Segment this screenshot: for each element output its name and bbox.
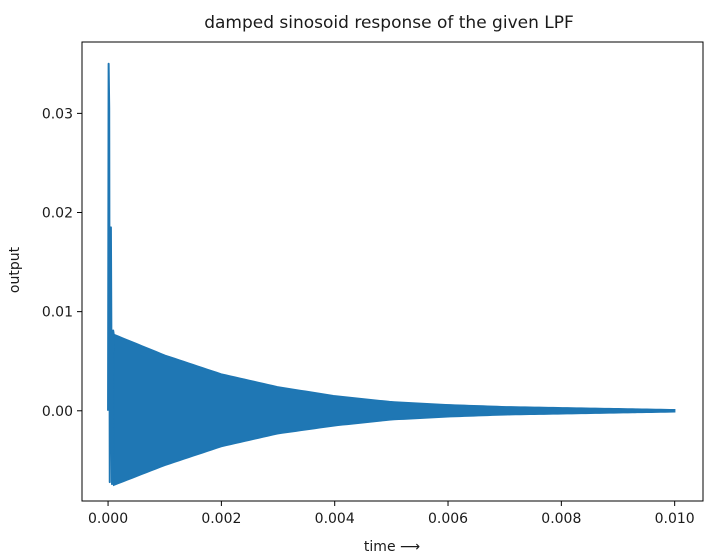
- x-tick-label: 0.008: [541, 511, 581, 527]
- y-tick-label: 0.02: [42, 206, 73, 222]
- plot-area: [107, 62, 676, 487]
- x-tick-label: 0.004: [315, 511, 355, 527]
- axes-frame: [81, 41, 704, 502]
- series-initial-spike: [107, 62, 115, 486]
- x-axis-label: time ⟶: [364, 539, 420, 555]
- axes: 0.000 0.002 0.004 0.006 0.008 0.010 0.00 0.01 0.…: [42, 41, 704, 527]
- x-tick-label: 0.000: [88, 511, 128, 527]
- y-tick-label: 0.01: [42, 305, 73, 321]
- y-tick-label: 0.03: [42, 106, 73, 122]
- x-tick-label: 0.006: [428, 511, 468, 527]
- series-oscillation-band: [112, 333, 676, 487]
- y-axis-label: output: [7, 246, 23, 293]
- y-tick-label: 0.00: [42, 404, 73, 420]
- x-tick-label: 0.010: [655, 511, 695, 527]
- chart-title: damped sinosoid response of the given LP…: [204, 13, 574, 33]
- x-tick-label: 0.002: [201, 511, 241, 527]
